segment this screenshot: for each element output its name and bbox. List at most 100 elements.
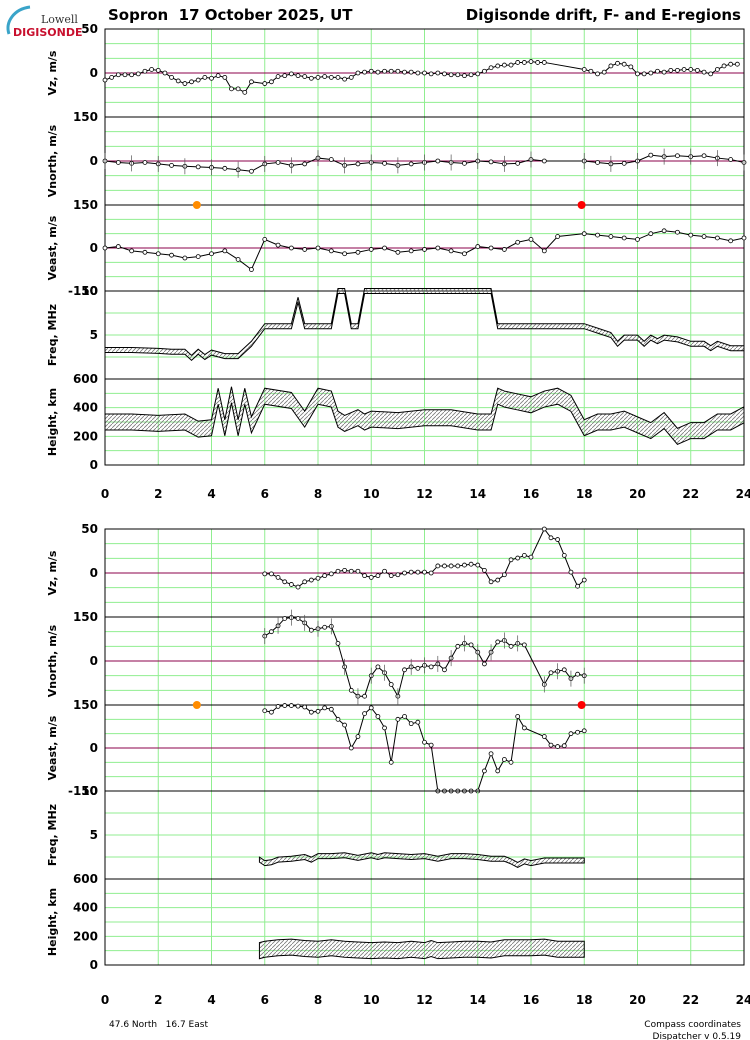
vz-point xyxy=(235,86,241,92)
vz-point xyxy=(415,569,421,575)
y-tick-label: 150 xyxy=(73,110,98,124)
vz-point xyxy=(475,71,481,77)
vz-point xyxy=(448,72,454,78)
x-tick-label: 18 xyxy=(576,487,593,501)
vz-point xyxy=(528,59,534,64)
x-tick-label: 6 xyxy=(261,487,269,501)
vz-point xyxy=(322,573,328,579)
y-tick-label: 400 xyxy=(73,401,98,415)
veast-point xyxy=(555,744,561,749)
veast-point xyxy=(422,739,427,745)
sunset-icon xyxy=(577,701,586,709)
vnorth-point xyxy=(728,157,734,162)
vz-point xyxy=(315,575,321,581)
veast-point xyxy=(222,248,228,254)
panel-frame xyxy=(104,878,745,966)
freq-band xyxy=(104,288,745,362)
vnorth-point xyxy=(442,667,447,673)
veast-point xyxy=(581,728,587,734)
x-tick-label: 24 xyxy=(736,487,750,501)
veast-point xyxy=(714,235,720,241)
veast-point xyxy=(382,245,387,251)
vz-point xyxy=(202,75,208,80)
veast-point xyxy=(661,228,667,234)
vnorth-point xyxy=(541,158,547,164)
y-tick-label: 0 xyxy=(90,154,98,168)
vnorth-point xyxy=(621,160,627,166)
vz-point xyxy=(282,73,288,79)
x-tick-label: 0 xyxy=(101,993,109,1007)
logo-bottom-text: DIGISONDE xyxy=(13,26,82,39)
veast-point xyxy=(482,768,487,774)
vnorth-point xyxy=(328,157,334,162)
vz-point xyxy=(348,568,354,574)
y-axis-label: Veast, m/s xyxy=(46,715,59,780)
vz-point xyxy=(288,71,294,77)
veast-point xyxy=(155,251,161,257)
veast-point xyxy=(382,725,387,731)
vz-point xyxy=(468,561,474,567)
vz-point xyxy=(342,567,348,573)
veast-point xyxy=(561,743,567,749)
x-tick-label: 4 xyxy=(207,487,215,501)
veast-point xyxy=(195,254,201,260)
vz-point xyxy=(388,68,394,74)
x-tick-label: 6 xyxy=(261,993,269,1007)
vz-point xyxy=(615,60,620,66)
vz-point xyxy=(355,568,361,574)
vnorth-point xyxy=(282,616,288,621)
veast-point xyxy=(328,248,334,254)
vz-point xyxy=(362,69,367,75)
veast-point xyxy=(335,716,341,722)
y-axis-label: Freq, MHz xyxy=(46,804,59,866)
vz-point xyxy=(668,67,674,73)
freq-band xyxy=(258,852,585,868)
y-tick-label: 0 xyxy=(90,654,98,668)
vz-point xyxy=(541,526,547,532)
veast-point xyxy=(302,704,308,710)
veast-point xyxy=(515,714,521,719)
vz-point xyxy=(462,562,467,568)
vnorth-point xyxy=(195,164,201,170)
veast-point xyxy=(448,248,454,254)
vz-point xyxy=(135,71,141,77)
vnorth-point xyxy=(375,664,381,670)
veast-point xyxy=(348,745,354,751)
veast-point xyxy=(701,234,707,239)
veast-point xyxy=(435,245,441,251)
veast-point xyxy=(249,267,254,272)
veast-point xyxy=(501,247,507,252)
vz-point xyxy=(595,71,600,77)
vz-point xyxy=(342,76,348,82)
veast-point xyxy=(575,729,580,735)
panel-vz: 50 0 Vz, m/s xyxy=(46,522,745,618)
veast-point xyxy=(275,704,281,709)
vz-point xyxy=(362,573,367,579)
x-tick-label: 0 xyxy=(101,487,109,501)
y-tick-label: 0 xyxy=(90,741,98,755)
vz-point xyxy=(302,74,308,79)
veast-point xyxy=(302,247,308,252)
vnorth-point xyxy=(455,643,461,649)
y-tick-label: 50 xyxy=(81,522,98,536)
y-tick-label: 5 xyxy=(90,828,98,842)
panel-vnorth: 150 0 Vnorth, m/s xyxy=(46,110,747,206)
veast-point xyxy=(568,731,574,737)
vz-point xyxy=(455,72,461,78)
sunset-icon xyxy=(577,201,586,209)
vz-point xyxy=(275,575,281,580)
vz-point xyxy=(335,75,341,80)
vz-point xyxy=(222,75,228,80)
vz-point xyxy=(501,62,507,68)
y-tick-label: 150 xyxy=(73,198,98,212)
vnorth-point xyxy=(222,165,228,171)
version-text: Dispatcher v 0.5.19 xyxy=(653,1032,742,1040)
vnorth-point xyxy=(308,627,314,633)
vnorth-point xyxy=(169,162,174,168)
vz-point xyxy=(535,60,541,65)
vz-point xyxy=(601,69,607,75)
vnorth-point xyxy=(402,667,407,673)
panel-freq: 10 5 Freq, MHz xyxy=(46,784,745,880)
vz-point xyxy=(455,563,461,569)
veast-point xyxy=(308,709,314,715)
